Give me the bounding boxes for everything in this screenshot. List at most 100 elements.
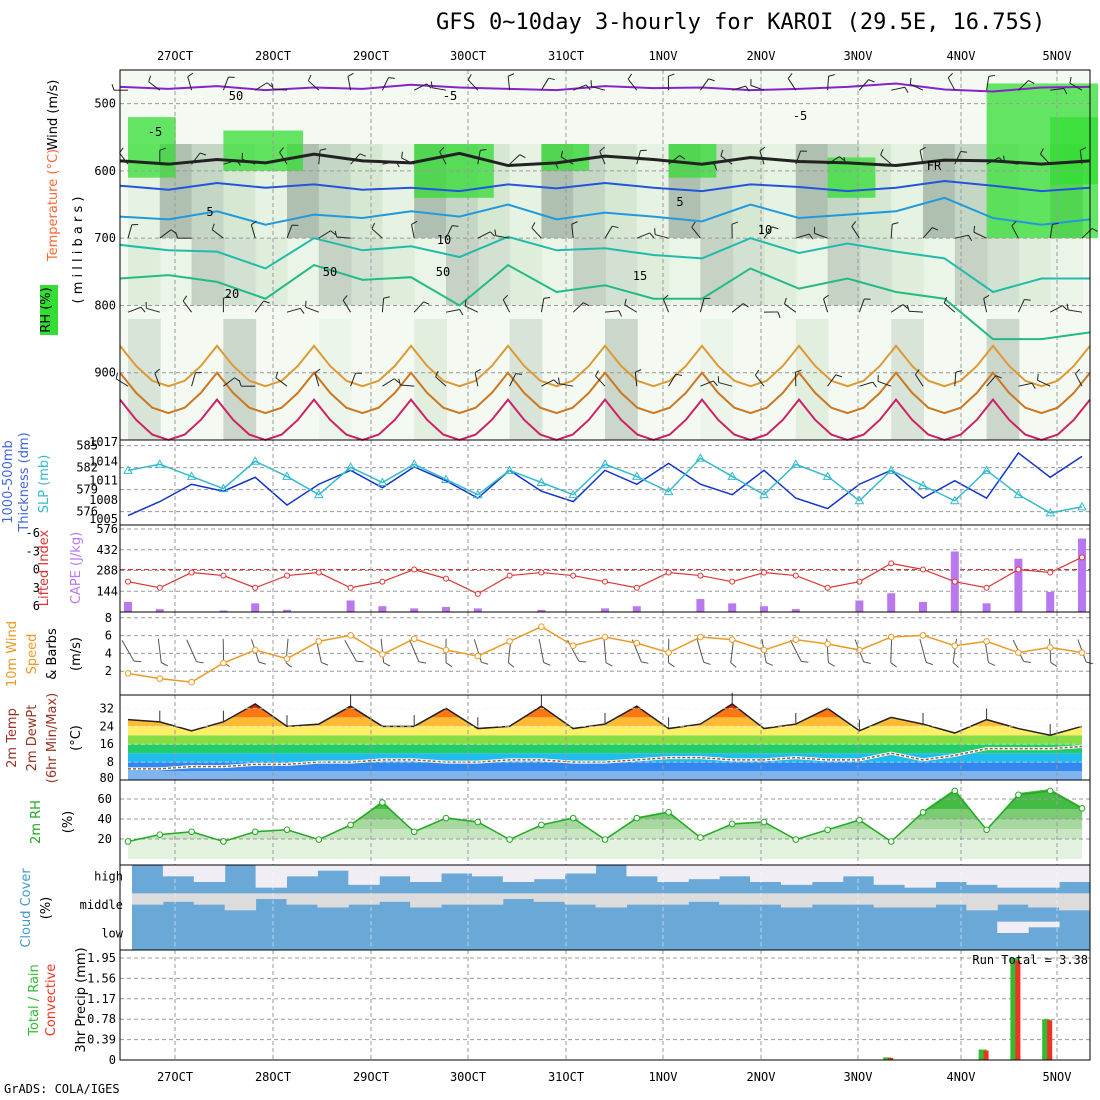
wind-barb-shaft: [636, 232, 650, 239]
wind-barb: [187, 72, 194, 91]
data-point: [1013, 489, 1024, 499]
y-tick-label-right: 1008: [89, 493, 118, 507]
wind-barb-flag: [543, 296, 551, 299]
wind-barb-shaft: [604, 310, 619, 313]
wind-barb: [880, 148, 892, 165]
rh-shade-block: [509, 318, 543, 440]
y-tick-label: 6: [105, 629, 112, 643]
wind-barb: [983, 294, 990, 313]
wind-barb: [973, 225, 987, 239]
data-point: [568, 489, 579, 499]
wind-barb-shaft: [477, 150, 481, 165]
wind-barb: [627, 73, 638, 91]
y-tick-label: 32: [100, 701, 114, 715]
wind-barb-flag: [578, 660, 587, 663]
cloud-gap: [502, 865, 535, 882]
y-tick-label: 80: [100, 771, 114, 785]
data-point: [474, 652, 482, 660]
rh-shade-block: [318, 318, 352, 440]
wind-barb-flag: [583, 302, 590, 307]
wind-barb: [700, 163, 717, 171]
cloud-gap: [626, 865, 658, 877]
wind-barb: [919, 146, 926, 165]
data-point: [250, 456, 261, 465]
rh-shade-block: [477, 238, 511, 306]
wind-barb: [350, 153, 366, 165]
wind-barb-shaft: [1040, 153, 1051, 165]
data-point: [315, 836, 323, 843]
wind-barb: [445, 309, 464, 316]
rh-band: [128, 839, 1082, 859]
wind-barb-flag: [795, 369, 802, 373]
wind-barb-flag: [195, 371, 202, 374]
wind-barb: [1050, 87, 1068, 95]
wind-barb-shaft: [314, 372, 320, 387]
wind-barb-flag: [872, 381, 877, 388]
data-point: [728, 820, 736, 828]
wind-barb-shaft: [954, 234, 969, 239]
cloud-gap: [193, 865, 226, 882]
wind-barb-flag: [828, 662, 835, 667]
cloud-gap: [626, 893, 658, 905]
wind-barb-shaft: [986, 76, 990, 91]
cloud-level-label: high: [94, 870, 123, 884]
contour-label: -5: [443, 89, 457, 103]
wind-barb-flag: [459, 309, 464, 316]
wind-barb-flag: [467, 74, 472, 81]
data-point: [601, 633, 609, 641]
wind-barb-flag: [355, 372, 362, 374]
wind-barb-shaft: [347, 76, 352, 91]
wind-barb-shaft: [591, 86, 606, 91]
wind-barb: [413, 301, 430, 313]
y-axis-label: (m/s): [69, 637, 84, 671]
cloud-gap: [657, 865, 689, 882]
rh-shade-block: [795, 318, 829, 440]
cloud-gap: [966, 893, 998, 911]
wind-barb-shaft: [305, 306, 319, 313]
y-tick-label: 700: [94, 231, 116, 245]
wind-barb: [381, 296, 390, 313]
wind-barb-shaft: [157, 638, 162, 663]
wind-barb-flag: [161, 662, 168, 667]
y-axis-label: Convective: [44, 964, 59, 1037]
wind-barb-shaft: [880, 154, 892, 165]
wind-barb: [827, 74, 835, 91]
wind-barb-shaft: [127, 306, 142, 313]
wind-barb-shaft: [223, 377, 235, 387]
wind-barb: [381, 77, 395, 91]
wind-barb-shaft: [732, 85, 746, 91]
wind-barb-shaft: [254, 82, 268, 91]
wind-barb-flag: [813, 227, 816, 234]
wind-barb-flag: [759, 146, 766, 152]
wind-barb-flag: [742, 303, 749, 308]
wind-barb: [667, 73, 675, 91]
data-point: [124, 670, 132, 677]
wind-barb-flag: [319, 148, 327, 151]
wind-barb-shaft: [952, 638, 957, 663]
wind-barb: [382, 161, 400, 168]
wind-barb-flag: [1066, 303, 1069, 311]
data-point: [1078, 649, 1086, 656]
data-point: [411, 566, 418, 573]
wind-barb: [699, 297, 711, 313]
data-point: [474, 590, 481, 597]
cloud-gap: [441, 865, 473, 874]
wind-barb-shaft: [919, 638, 927, 663]
cloud-gap: [533, 865, 566, 880]
wind-barb-shaft: [1049, 224, 1053, 239]
wind-barb-shaft: [754, 374, 765, 387]
wind-barb-flag: [557, 377, 560, 384]
rh-shade-block: [891, 144, 924, 239]
wind-barb-flag: [925, 661, 934, 666]
x-tick-label-top: 2NOV: [747, 49, 776, 63]
wind-barb-shaft: [845, 162, 860, 165]
precip-bar-convective: [1047, 1020, 1053, 1060]
x-tick-label-top: 30OCT: [450, 49, 486, 63]
wind-barb-shaft: [859, 381, 873, 387]
wind-barb-shaft: [381, 77, 389, 91]
wind-barb: [1040, 148, 1051, 165]
wind-barb-flag: [115, 372, 119, 379]
wind-barb-flag: [321, 661, 329, 666]
wind-barb-shaft: [877, 380, 892, 387]
y-tick-label: 16: [100, 737, 114, 751]
